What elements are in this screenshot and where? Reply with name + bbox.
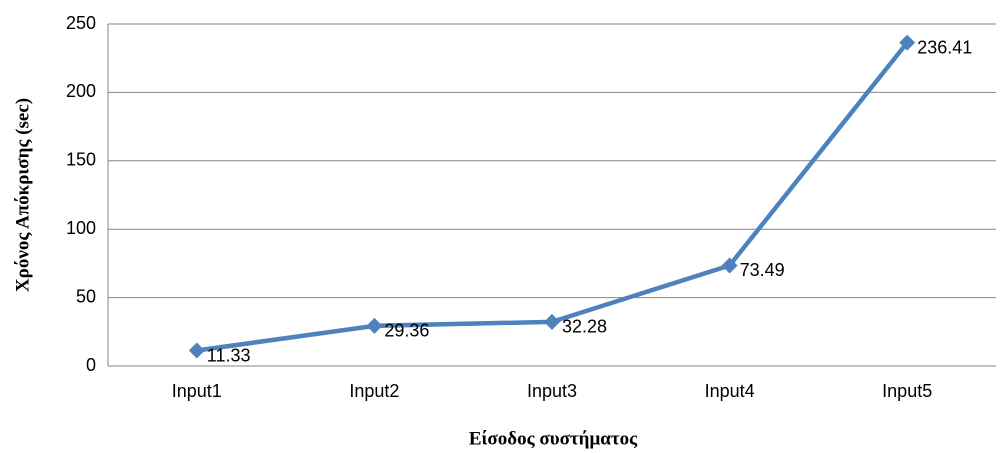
y-tick-label: 0 bbox=[86, 355, 96, 375]
data-label: 29.36 bbox=[384, 321, 429, 341]
data-label: 73.49 bbox=[740, 260, 785, 280]
data-point bbox=[899, 34, 916, 51]
y-tick-label: 100 bbox=[66, 218, 96, 238]
y-tick-label: 50 bbox=[76, 286, 96, 306]
data-point bbox=[188, 342, 205, 359]
data-point bbox=[544, 313, 560, 330]
y-tick-label: 250 bbox=[66, 13, 96, 33]
y-tick-label: 200 bbox=[66, 81, 96, 101]
data-point bbox=[366, 317, 383, 334]
data-label: 32.28 bbox=[562, 317, 607, 337]
x-tick-label: Input2 bbox=[349, 381, 399, 401]
series-line bbox=[196, 41, 909, 353]
data-point bbox=[721, 257, 738, 274]
x-tick-label: Input4 bbox=[705, 381, 755, 401]
x-tick-label: Input3 bbox=[527, 381, 577, 401]
y-tick-label: 150 bbox=[66, 150, 96, 170]
x-tick-label: Input5 bbox=[882, 381, 932, 401]
x-axis-title: Είσοδος συστήματος bbox=[469, 428, 638, 449]
data-label: 236.41 bbox=[917, 37, 972, 57]
x-tick-label: Input1 bbox=[172, 381, 222, 401]
y-axis-title: Χρόνος Απόκρισης (sec) bbox=[12, 98, 33, 292]
data-label: 11.33 bbox=[207, 345, 251, 365]
